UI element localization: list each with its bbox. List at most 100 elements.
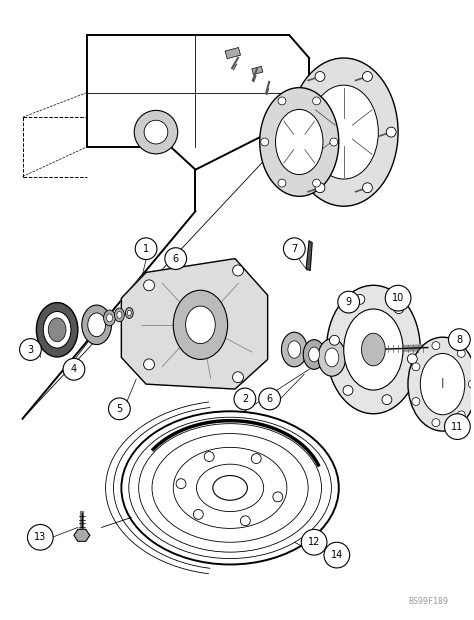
Circle shape bbox=[63, 358, 85, 380]
Text: 9: 9 bbox=[346, 297, 352, 307]
Ellipse shape bbox=[260, 87, 339, 197]
Text: 12: 12 bbox=[308, 538, 320, 547]
Circle shape bbox=[315, 183, 325, 193]
Circle shape bbox=[313, 179, 320, 187]
Circle shape bbox=[386, 127, 396, 137]
Circle shape bbox=[432, 418, 440, 427]
Circle shape bbox=[19, 339, 41, 360]
Ellipse shape bbox=[309, 85, 378, 179]
Circle shape bbox=[144, 359, 155, 370]
Ellipse shape bbox=[48, 318, 66, 342]
Circle shape bbox=[448, 329, 470, 350]
Circle shape bbox=[363, 71, 373, 81]
Circle shape bbox=[240, 516, 250, 526]
Text: 3: 3 bbox=[27, 345, 34, 355]
Text: 1: 1 bbox=[143, 244, 149, 254]
Circle shape bbox=[468, 380, 474, 388]
Text: 7: 7 bbox=[291, 244, 298, 254]
Circle shape bbox=[234, 388, 256, 410]
Circle shape bbox=[457, 411, 465, 418]
Circle shape bbox=[313, 97, 320, 105]
Circle shape bbox=[176, 479, 186, 489]
Ellipse shape bbox=[303, 340, 325, 370]
Ellipse shape bbox=[88, 313, 106, 337]
Circle shape bbox=[343, 386, 353, 396]
Circle shape bbox=[283, 238, 305, 260]
Circle shape bbox=[363, 183, 373, 193]
Text: l: l bbox=[441, 378, 444, 391]
Ellipse shape bbox=[290, 58, 398, 206]
Ellipse shape bbox=[420, 353, 465, 415]
Circle shape bbox=[301, 529, 327, 555]
Circle shape bbox=[278, 179, 286, 187]
Polygon shape bbox=[306, 241, 312, 270]
Ellipse shape bbox=[325, 348, 339, 367]
Circle shape bbox=[330, 138, 338, 146]
Bar bbox=[252, 66, 263, 74]
Circle shape bbox=[292, 127, 301, 137]
Ellipse shape bbox=[275, 109, 323, 175]
Text: 10: 10 bbox=[392, 293, 404, 303]
Circle shape bbox=[315, 71, 325, 81]
Ellipse shape bbox=[117, 311, 122, 319]
Circle shape bbox=[109, 398, 130, 420]
Circle shape bbox=[324, 542, 350, 568]
Ellipse shape bbox=[408, 337, 474, 431]
Circle shape bbox=[278, 97, 286, 105]
Ellipse shape bbox=[173, 290, 228, 360]
Text: 11: 11 bbox=[451, 422, 464, 432]
Circle shape bbox=[382, 395, 392, 405]
Ellipse shape bbox=[82, 305, 111, 345]
Ellipse shape bbox=[213, 476, 247, 500]
Ellipse shape bbox=[327, 285, 420, 414]
Text: 4: 4 bbox=[71, 365, 77, 374]
Text: 2: 2 bbox=[242, 394, 248, 404]
Bar bbox=[225, 48, 240, 59]
Ellipse shape bbox=[362, 333, 385, 366]
Circle shape bbox=[385, 285, 411, 311]
Text: 14: 14 bbox=[331, 550, 343, 560]
Text: 5: 5 bbox=[116, 404, 122, 414]
Circle shape bbox=[27, 525, 53, 550]
Ellipse shape bbox=[186, 306, 215, 343]
Text: 6: 6 bbox=[173, 254, 179, 264]
Ellipse shape bbox=[107, 314, 112, 322]
Ellipse shape bbox=[36, 303, 78, 357]
Circle shape bbox=[134, 110, 178, 154]
Polygon shape bbox=[121, 259, 268, 389]
Circle shape bbox=[457, 350, 465, 357]
Circle shape bbox=[251, 454, 261, 464]
Circle shape bbox=[233, 265, 244, 276]
Text: 8: 8 bbox=[456, 335, 463, 345]
Circle shape bbox=[445, 414, 470, 440]
Circle shape bbox=[329, 335, 339, 345]
Circle shape bbox=[338, 291, 360, 313]
Circle shape bbox=[412, 363, 420, 371]
Circle shape bbox=[144, 280, 155, 291]
Circle shape bbox=[135, 238, 157, 260]
Ellipse shape bbox=[288, 341, 301, 358]
Circle shape bbox=[394, 304, 404, 314]
Circle shape bbox=[193, 510, 203, 520]
Circle shape bbox=[204, 451, 214, 461]
Circle shape bbox=[432, 342, 440, 350]
Circle shape bbox=[233, 372, 244, 383]
Ellipse shape bbox=[344, 309, 403, 390]
Ellipse shape bbox=[114, 308, 124, 322]
Ellipse shape bbox=[125, 308, 133, 319]
Polygon shape bbox=[74, 529, 90, 541]
Circle shape bbox=[273, 492, 283, 502]
Ellipse shape bbox=[318, 339, 346, 376]
Circle shape bbox=[407, 354, 417, 364]
Ellipse shape bbox=[104, 310, 116, 326]
Circle shape bbox=[165, 248, 187, 270]
Text: 13: 13 bbox=[34, 533, 46, 542]
Circle shape bbox=[144, 120, 168, 144]
Circle shape bbox=[259, 388, 281, 410]
Ellipse shape bbox=[43, 311, 71, 348]
Circle shape bbox=[355, 294, 365, 304]
Text: 6: 6 bbox=[266, 394, 273, 404]
Ellipse shape bbox=[282, 332, 307, 367]
Circle shape bbox=[412, 397, 420, 405]
Ellipse shape bbox=[309, 347, 319, 362]
